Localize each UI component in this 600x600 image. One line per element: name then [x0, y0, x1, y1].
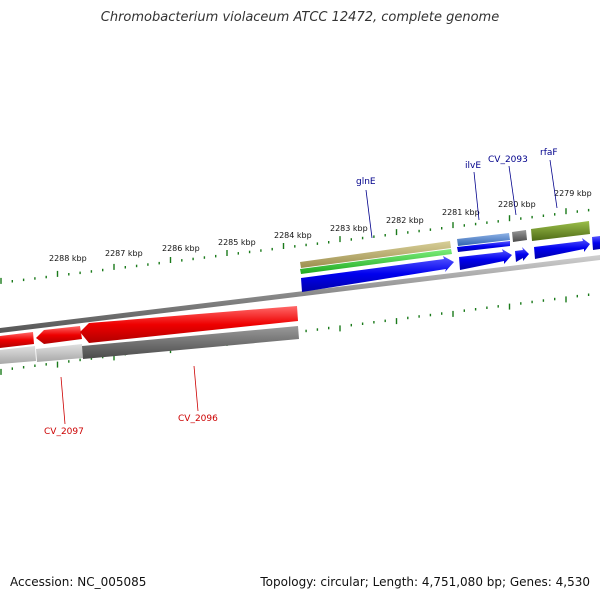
accession-label: Accession: NC_005085	[10, 575, 147, 589]
gene-arrow-cv2093-gene[interactable]	[512, 230, 527, 242]
gene-arrow-rfaf-gene[interactable]	[531, 221, 590, 241]
gene-arrow-reverse-gene-cv2097[interactable]	[36, 344, 83, 362]
leader-line-ilve	[473, 171, 480, 221]
ruler-label-2287: 2287 kbp	[105, 249, 143, 258]
ruler-label-2280: 2280 kbp	[498, 200, 536, 209]
gene-arrow-cv2097-cds-head[interactable]	[36, 326, 82, 344]
gene-arrow-cv2093-cds[interactable]	[515, 247, 529, 262]
gene-label-cv2093[interactable]: CV_2093	[488, 155, 528, 165]
leader-line-cv2096	[193, 365, 199, 412]
gene-label-cv2097[interactable]: CV_2097	[44, 427, 84, 437]
ruler-label-2285: 2285 kbp	[218, 238, 256, 247]
gene-arrow-next-cds[interactable]	[592, 236, 600, 250]
gene-label-ilve[interactable]: ilvE	[465, 161, 481, 171]
leader-line-glne	[365, 189, 373, 239]
ruler-label-2286: 2286 kbp	[162, 244, 200, 253]
gene-label-glne[interactable]: glnE	[356, 177, 376, 187]
gene-arrow-ilve-cds-upper[interactable]	[457, 241, 510, 252]
ruler-label-2279: 2279 kbp	[554, 189, 592, 198]
outer-tick-ring	[0, 208, 590, 284]
map-title: Chromobacterium violaceum ATCC 12472, co…	[100, 10, 500, 25]
genome-summary-label: Topology: circular; Length: 4,751,080 bp…	[260, 575, 590, 589]
ruler-label-2284: 2284 kbp	[274, 231, 312, 240]
gene-arrow-glne-rna[interactable]	[300, 241, 451, 268]
gene-label-cv2096[interactable]: CV_2096	[178, 414, 218, 424]
gene-label-rfaf[interactable]: rfaF	[540, 148, 558, 158]
gene-arrow-ilve-cds[interactable]	[459, 249, 512, 270]
ruler-label-2283: 2283 kbp	[330, 224, 368, 233]
gene-arrow-glne-cds[interactable]	[301, 256, 454, 292]
gene-arrow-ilve-gene[interactable]	[457, 233, 510, 246]
gene-arrow-reverse-gene-cv2096[interactable]	[82, 326, 299, 359]
gene-arrow-cv2096-cds[interactable]	[80, 306, 298, 343]
ruler-label-2282: 2282 kbp	[386, 216, 424, 225]
leader-line-cv2097	[60, 376, 66, 425]
leader-line-cv2093	[508, 165, 517, 216]
genome-backbone	[0, 255, 600, 333]
gene-arrow-rfaf-cds[interactable]	[534, 238, 590, 259]
ruler-label-2281: 2281 kbp	[442, 208, 480, 217]
ruler-label-2288: 2288 kbp	[49, 254, 87, 263]
gene-arrow-glne-gene[interactable]	[300, 249, 452, 274]
gene-arrow-cv2097-cds[interactable]	[0, 332, 34, 348]
gene-arrow-reverse-gene-left[interactable]	[0, 346, 36, 364]
leader-line-rfaf	[549, 159, 558, 209]
